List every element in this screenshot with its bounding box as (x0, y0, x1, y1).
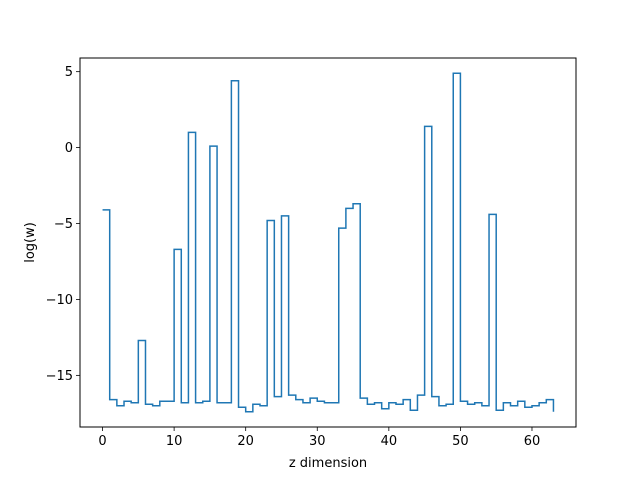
plot-frame (79, 57, 577, 428)
x-tick-label: 40 (381, 434, 398, 449)
series-line (102, 72, 555, 413)
x-tick-label: 0 (98, 434, 106, 449)
y-tick-label: 5 (65, 65, 73, 80)
x-tick-label: 50 (452, 434, 469, 449)
x-tick-label: 60 (524, 434, 541, 449)
y-axis-label: log(w) (23, 222, 38, 263)
y-axis-ticks: −15 −10 −5 0 5 (46, 65, 80, 384)
x-axis-ticks: 0 10 20 30 40 50 60 (98, 427, 540, 449)
x-tick-label: 30 (309, 434, 326, 449)
x-tick-label: 10 (166, 434, 183, 449)
y-tick-label: −15 (46, 369, 73, 384)
x-tick-label: 20 (237, 434, 254, 449)
y-tick-label: −5 (54, 217, 73, 232)
y-tick-label: −10 (46, 293, 73, 308)
x-axis-label: z dimension (289, 456, 367, 471)
y-tick-label: 0 (65, 141, 73, 156)
